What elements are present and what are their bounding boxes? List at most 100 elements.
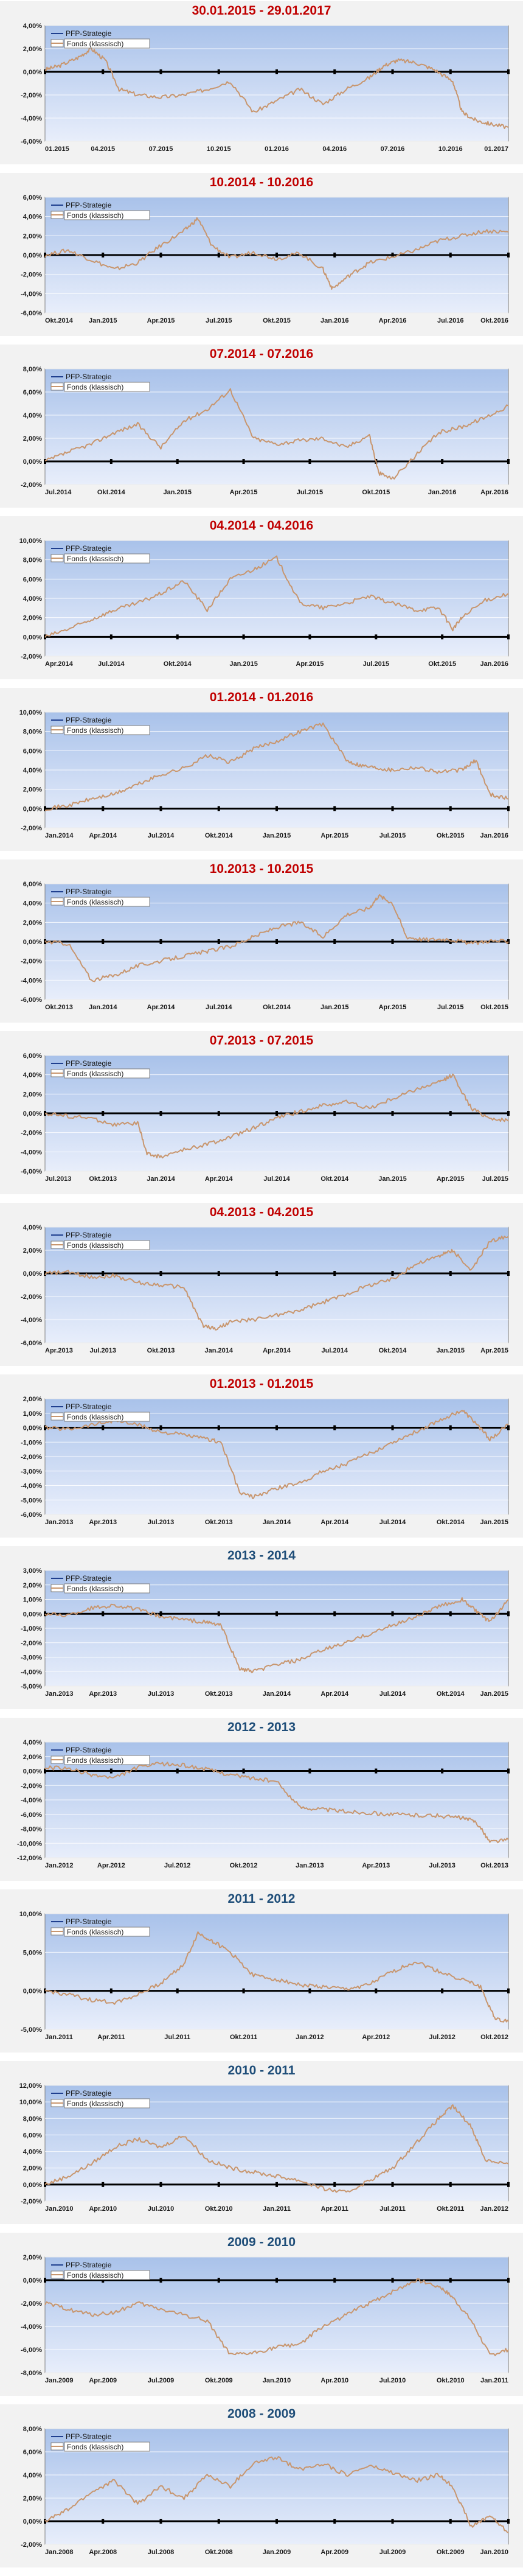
legend-label-box xyxy=(64,553,150,564)
series-line-fonds xyxy=(44,47,509,129)
legend-label-box xyxy=(64,1927,150,1937)
y-tick-label: -3,00% xyxy=(21,1468,42,1475)
x-tick-label: Jan.2012 xyxy=(296,2034,324,2041)
y-tick-label: -4,00% xyxy=(21,1317,42,1324)
chart-panel: 2009 - 2010 2,00% 0,00% -2,00% -4,00% -6,00% -… xyxy=(0,2233,523,2396)
y-tick-label: 2,00% xyxy=(23,1754,42,1761)
x-tick-label: Jan.2015 xyxy=(263,832,291,839)
x-tick-mark xyxy=(333,253,336,257)
x-tick-mark xyxy=(391,1111,394,1116)
x-tick-label: Okt.2015 xyxy=(362,489,390,496)
x-tick-label: Jan.2015 xyxy=(378,1175,406,1183)
y-tick-label: -2,00% xyxy=(21,1640,42,1647)
x-tick-mark xyxy=(44,1425,46,1430)
x-tick-label: Apr.2012 xyxy=(97,1862,125,1869)
x-tick-label: Jul.2009 xyxy=(379,2549,406,2556)
line-chart: 2,00%0,00%-2,00%-4,00%-6,00%-8,00%Jan.20… xyxy=(21,2254,510,2384)
y-tick-label: -6,00% xyxy=(21,1811,42,1819)
x-tick-mark xyxy=(217,253,220,257)
y-tick-label: 12,00% xyxy=(19,2082,43,2090)
x-tick-mark xyxy=(102,1271,105,1276)
x-tick-mark xyxy=(449,806,452,811)
x-tick-label: Jan.2015 xyxy=(480,1519,508,1526)
x-tick-label: Apr.2009 xyxy=(89,2377,117,2384)
chart-title: 2008 - 2009 xyxy=(227,2407,296,2421)
x-tick-label: Apr.2015 xyxy=(147,317,175,324)
x-tick-mark xyxy=(449,1611,452,1617)
x-tick-label: 10.2015 xyxy=(207,145,231,153)
y-tick-label: 2,00% xyxy=(23,2495,42,2502)
x-tick-label: Jan.2010 xyxy=(480,2549,508,2556)
y-tick-label: -2,00% xyxy=(21,1782,42,1790)
x-tick-label: Jan.2009 xyxy=(45,2377,73,2384)
chart-panel: 01.2013 - 01.2015 2,00% 1,00% 0,00% -1,00% -2… xyxy=(0,1374,523,1538)
x-tick-label: Jul.2012 xyxy=(164,1862,190,1869)
x-tick-label: Okt.2014 xyxy=(263,1004,291,1011)
y-tick-label: 4,00% xyxy=(23,23,42,30)
x-tick-mark xyxy=(44,806,46,811)
y-tick-label: 4,00% xyxy=(23,2472,42,2479)
y-tick-label: 10,00% xyxy=(19,1911,43,1918)
x-tick-mark xyxy=(176,1768,179,1774)
legend-label-box xyxy=(64,1240,150,1250)
x-tick-mark xyxy=(102,69,105,74)
x-tick-label: Jul.2015 xyxy=(482,1175,508,1183)
x-tick-mark xyxy=(308,634,311,640)
y-tick-label: 2,00% xyxy=(23,615,42,622)
x-tick-label: Apr.2015 xyxy=(320,832,348,839)
x-tick-label: Jan.2012 xyxy=(45,1862,73,1869)
x-tick-label: Okt.2014 xyxy=(97,489,126,496)
legend-label-strategy: PFP-Strategie xyxy=(66,716,112,724)
x-tick-label: Apr.2014 xyxy=(89,832,117,839)
x-tick-label: 07.2016 xyxy=(381,145,405,153)
y-tick-label: 6,00% xyxy=(23,2449,42,2456)
x-tick-label: Jan.2014 xyxy=(263,1519,291,1526)
y-tick-label: -2,00% xyxy=(21,92,42,99)
series-line-fonds xyxy=(44,217,509,290)
y-tick-label: -4,00% xyxy=(21,1483,42,1490)
chart-panel: 2011 - 2012 10,00% 5,00% 0,00% -5,00% Jan.201… xyxy=(0,1889,523,2053)
series-line-fonds xyxy=(44,2456,509,2533)
x-tick-label: Jan.2015 xyxy=(320,1004,348,1011)
x-tick-label: 10.2016 xyxy=(438,145,463,153)
y-tick-label: 2,00% xyxy=(23,1247,42,1255)
x-tick-mark xyxy=(217,2182,220,2187)
x-tick-mark xyxy=(102,806,105,811)
line-chart: 10,00%8,00%6,00%4,00%2,00%0,00%-2,00%Apr… xyxy=(19,537,510,668)
x-tick-mark xyxy=(375,1768,378,1774)
x-tick-label: Jan.2011 xyxy=(45,2034,73,2041)
y-tick-label: -4,00% xyxy=(21,290,42,298)
x-tick-mark xyxy=(159,2519,162,2524)
y-tick-label: 0,00% xyxy=(23,2518,42,2525)
x-tick-label: Jan.2016 xyxy=(480,832,508,839)
y-tick-label: 6,00% xyxy=(23,1052,42,1060)
chart-title: 2011 - 2012 xyxy=(227,1892,296,1906)
x-tick-label: Okt.2012 xyxy=(230,1862,258,1869)
y-tick-label: -1,00% xyxy=(21,1439,42,1446)
x-tick-mark xyxy=(449,2519,452,2524)
y-tick-label: -3,00% xyxy=(21,1654,42,1662)
x-tick-label: Apr.2015 xyxy=(480,1347,508,1354)
y-tick-label: -2,00% xyxy=(21,2198,42,2205)
x-tick-label: Jul.2008 xyxy=(148,2549,174,2556)
y-tick-label: 3,00% xyxy=(23,1567,42,1575)
x-tick-label: Okt.2013 xyxy=(45,1004,73,1011)
x-tick-label: Jan.2011 xyxy=(263,2205,291,2213)
legend-label-fund: Fonds (klassisch) xyxy=(67,1584,123,1593)
x-tick-label: Okt.2014 xyxy=(205,832,234,839)
x-tick-mark xyxy=(333,2278,336,2283)
y-tick-label: 10,00% xyxy=(19,2099,43,2106)
x-tick-mark xyxy=(102,939,105,944)
y-tick-label: -4,00% xyxy=(21,977,42,984)
y-tick-label: 2,00% xyxy=(23,1582,42,1589)
legend-label-strategy: PFP-Strategie xyxy=(66,2261,112,2269)
x-tick-mark xyxy=(333,69,336,74)
legend-label-strategy: PFP-Strategie xyxy=(66,1059,112,1068)
legend-label-box xyxy=(64,2098,150,2109)
chart-panel: 2008 - 2009 8,00% 6,00% 4,00% 2,00% 0,00% -2,0… xyxy=(0,2404,523,2567)
legend-label-box xyxy=(64,1755,150,1765)
x-tick-mark xyxy=(109,1768,113,1774)
x-tick-mark xyxy=(275,253,278,257)
x-tick-mark xyxy=(507,1988,510,1993)
x-tick-label: 04.2016 xyxy=(322,145,347,153)
